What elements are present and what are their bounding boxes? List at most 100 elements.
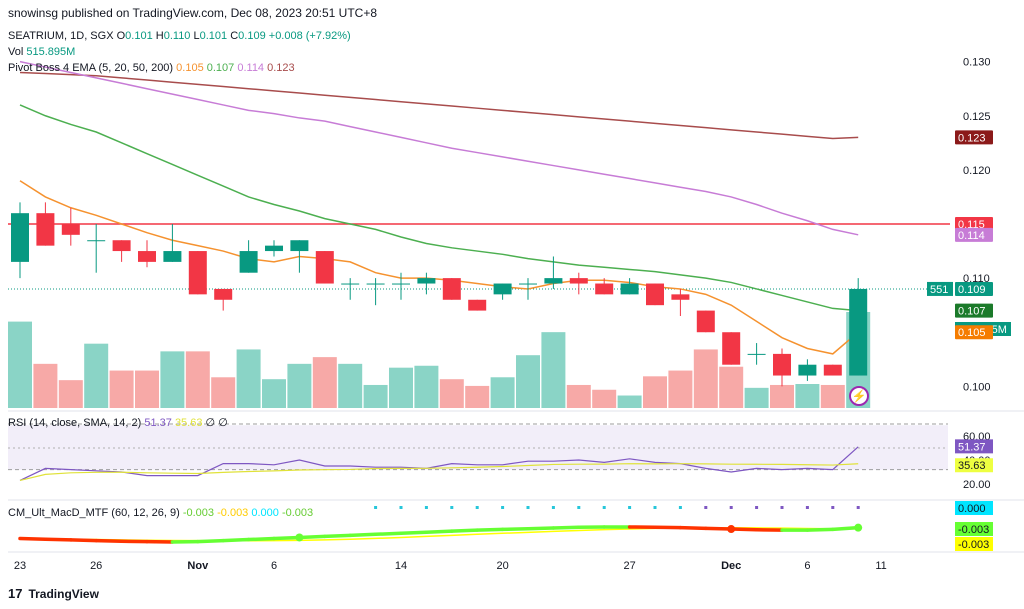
volume-bar <box>312 357 337 408</box>
candle-body <box>646 283 664 306</box>
volume-bar <box>719 366 744 408</box>
macd-histogram-marker <box>374 506 378 509</box>
candle-body <box>315 251 334 284</box>
macd-histogram-marker <box>551 506 555 509</box>
candle-body <box>163 251 182 262</box>
volume-bar <box>389 367 413 408</box>
candle-body <box>265 245 283 252</box>
macd-legend: CM_Ult_MacD_MTF (60, 12, 26, 9) -0.003 -… <box>8 507 314 519</box>
macd-tag2-bg <box>955 537 993 551</box>
macd-line-segment <box>297 534 327 540</box>
macd-line-segment <box>805 527 835 532</box>
macd-tag0: 0.000 <box>958 503 986 515</box>
volume-bar <box>795 384 820 408</box>
macd-line-segment <box>43 537 73 542</box>
x-tick-label: 6 <box>271 560 277 572</box>
rsi-tag-bg <box>955 439 993 454</box>
candle-body <box>87 240 106 242</box>
rsi-ma-tag-bg <box>955 458 993 473</box>
rsi-tag: 51.37 <box>958 441 986 453</box>
macd-line-segment <box>526 526 556 531</box>
rsi-legend: RSI (14, close, SMA, 14, 2) 51.37 35.63 … <box>8 417 228 429</box>
ema-legend: Pivot Boss 4 EMA (5, 20, 50, 200) 0.105 … <box>8 62 295 74</box>
candle-body <box>442 278 461 300</box>
candle-body <box>493 283 512 295</box>
volume-bar <box>439 379 464 408</box>
macd-line-segment <box>18 536 48 541</box>
macd-histogram-marker <box>399 506 403 509</box>
tradingview-logo-text: TradingView <box>28 586 99 601</box>
x-tick-label: 26 <box>90 560 102 572</box>
macd-line-segment <box>221 537 251 543</box>
macd-line-segment <box>831 525 860 532</box>
candle-body <box>290 240 309 252</box>
ema200-line <box>19 71 859 140</box>
y-tick-label: 0.100 <box>963 381 991 393</box>
macd-value-1: -0.003 <box>182 507 215 519</box>
rsi-value: 51.37 <box>144 417 172 429</box>
macd-line-segment <box>196 538 225 544</box>
ema20-tag: 0.107 <box>958 306 986 318</box>
macd-cross-dot <box>295 533 304 542</box>
ema200-value: 0.123 <box>267 62 295 74</box>
candle-body <box>849 288 868 376</box>
macd-tag1-bg <box>955 522 993 536</box>
volume-bar <box>262 379 286 408</box>
ema50-value: 0.114 <box>237 62 265 74</box>
ema200-tag-bg <box>955 130 993 145</box>
candle-body <box>112 240 131 252</box>
ema5-tag: 0.105 <box>958 327 986 339</box>
macd-value-2: -0.003 <box>217 507 249 519</box>
volume-value: 515.895M <box>26 46 76 58</box>
tradingview-logo-icon: 17 <box>8 586 23 601</box>
candle-body <box>595 283 614 295</box>
macd-tag0-bg <box>955 501 993 515</box>
macd-histogram-marker <box>602 506 606 509</box>
macd-histogram-marker <box>831 506 835 509</box>
x-tick-label: 27 <box>623 560 635 572</box>
rsi-band <box>8 425 948 470</box>
candle-body <box>239 251 258 273</box>
macd-tag2: -0.003 <box>958 539 989 551</box>
volume-bar <box>566 384 591 408</box>
candle-body <box>544 278 563 284</box>
hline-tag-bg <box>955 217 993 231</box>
macd-histogram-marker <box>755 506 759 509</box>
symbol-line: SEATRIUM, 1D, SGX O0.101 H0.110 L0.101 C… <box>8 30 351 42</box>
rsi-line <box>19 446 859 481</box>
candle-body <box>11 213 29 262</box>
x-tick-label: 23 <box>14 560 26 572</box>
macd-line-segment <box>323 533 352 539</box>
candle-body <box>620 283 639 295</box>
volume-bar <box>84 343 109 408</box>
candle-body <box>696 310 715 333</box>
macd-line-segment <box>246 536 276 542</box>
macd-histogram-marker <box>501 506 505 509</box>
x-tick-label: Dec <box>721 560 741 572</box>
lightning-icon[interactable]: ⚡ <box>849 386 869 406</box>
macd-value-3: 0.000 <box>251 507 279 519</box>
tradingview-logo[interactable]: 17 TradingView <box>8 586 99 601</box>
macd-histogram-marker <box>856 506 860 509</box>
macd-histogram-marker <box>678 506 682 509</box>
candle-body <box>392 283 410 285</box>
volume-bar <box>617 395 642 408</box>
change-value: +0.008 (+7.92%) <box>268 30 351 42</box>
ema50-tag-bg <box>955 227 993 242</box>
ema20-tag-bg <box>955 303 993 318</box>
ema20-value: 0.107 <box>206 62 235 74</box>
macd-histogram-marker <box>526 506 530 509</box>
ema50-line <box>19 60 859 236</box>
candle-body <box>823 364 842 376</box>
volume-bar <box>465 385 490 408</box>
volume-bar <box>770 384 794 408</box>
volume-bar <box>211 377 236 408</box>
volume-bar <box>236 349 261 408</box>
ema200-tag: 0.123 <box>958 132 986 144</box>
candle-body <box>417 278 436 284</box>
macd-histogram-marker <box>450 506 454 509</box>
volume-line: Vol 515.895M <box>8 46 76 58</box>
macd-line-segment <box>704 526 733 531</box>
candle-body <box>671 294 690 300</box>
ema5-tag-bg <box>955 325 993 340</box>
